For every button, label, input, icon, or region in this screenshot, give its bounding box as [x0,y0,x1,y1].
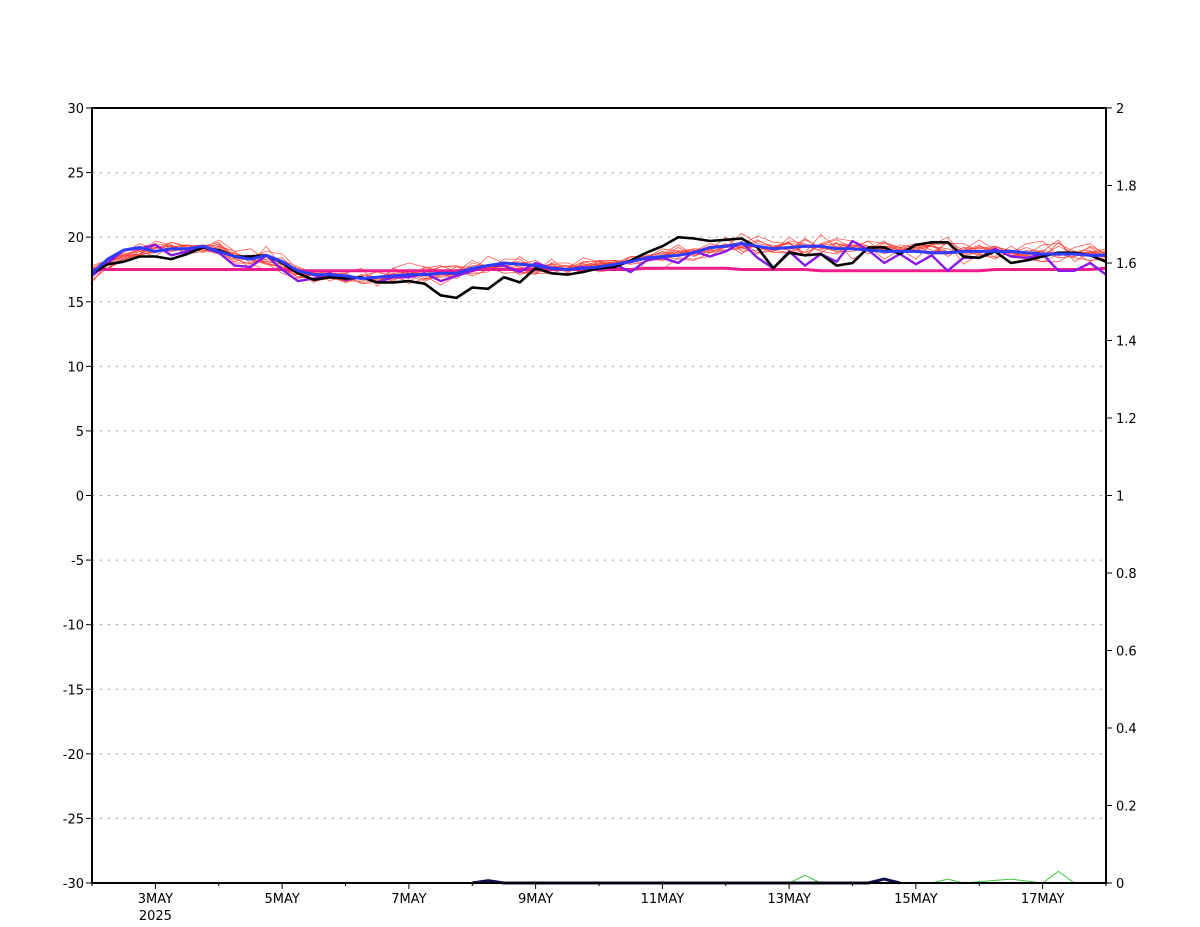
y2-tick-label: 0.6 [1116,645,1137,660]
x-tick-sublabel: 2025 [139,909,172,924]
y-tick-label: 0 [76,490,84,505]
y2-tick-label: 0.8 [1116,567,1137,582]
forecast-blue-line [90,242,1106,280]
y2-tick-label: 0.2 [1116,800,1137,815]
y2-tick-label: 1.8 [1116,180,1137,195]
y2-tick-label: 2 [1116,102,1124,117]
main-series [90,235,1107,300]
ensemble-member-line [91,239,1107,281]
x-tick-label: 3MAY [138,892,173,907]
x-tick-label: 11MAY [641,892,685,907]
ensemble-member-line [91,235,1107,285]
ensemble-member-line [91,238,1107,282]
x-tick-label: 7MAY [391,892,426,907]
gridlines [92,172,1106,819]
y2-tick-label: 1 [1116,490,1124,505]
y-axis-left: 30 25 20 15 10 5 0 -5 -10 -15 -20 -25 -30 [63,102,92,892]
x-tick-label: 5MAY [264,892,299,907]
y2-tick-label: 0.4 [1116,722,1137,737]
y-tick-label: -10 [63,619,84,634]
x-tick-label: 17MAY [1021,892,1065,907]
y-tick-label: -15 [63,683,84,698]
y2-tick-label: 1.4 [1116,335,1137,350]
y-axis-right: 2 1.8 1.6 1.4 1.2 1 0.8 0.6 0.4 0.2 0 [1106,102,1137,892]
x-tick-label: 9MAY [518,892,553,907]
x-tick-label: 13MAY [767,892,811,907]
y2-tick-label: 1.2 [1116,412,1137,427]
y-tick-label: -5 [71,554,84,569]
y-tick-label: -20 [63,748,84,763]
precipitation-series [92,870,1106,885]
ensemble-member-line [91,232,1107,287]
y-tick-label: -25 [63,812,84,827]
y-tick-label: 20 [67,231,84,246]
precip-green-line [788,870,1075,884]
y-tick-label: 30 [67,102,84,117]
ensemble-members [91,232,1107,287]
y-tick-label: 25 [67,167,84,182]
y-tick-label: -30 [63,877,84,892]
y-tick-label: 10 [67,360,84,375]
y2-tick-label: 1.6 [1116,257,1137,272]
x-axis: 3MAY 2025 5MAY 7MAY 9MAY 11MAY 13MAY 15MAY 17MAY [91,883,1107,924]
y-tick-label: 5 [76,425,84,440]
x-tick-label: 15MAY [894,892,938,907]
y2-tick-label: 0 [1116,877,1124,892]
y-tick-label: 15 [67,296,84,311]
